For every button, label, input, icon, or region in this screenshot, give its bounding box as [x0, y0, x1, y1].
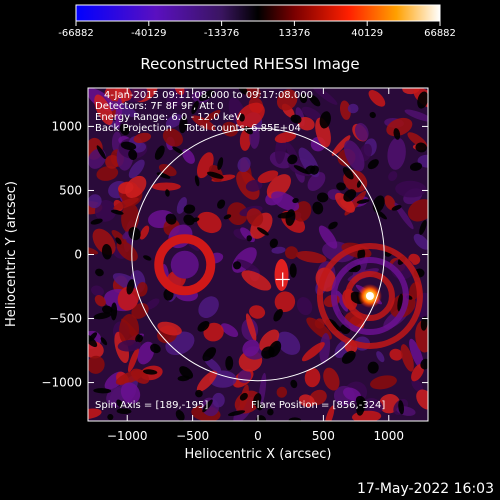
- x-tick-label: −1000: [107, 429, 148, 443]
- footer-date: 17-May-2022 16:03: [357, 481, 494, 497]
- x-axis-ticks: −1000 −500 0 500 1000: [107, 88, 404, 443]
- colorbar-tick-label: -40129: [131, 28, 166, 39]
- annotation-detectors: Detectors: 7F 8F 9F, Att 0: [95, 101, 223, 112]
- y-tick-label: −500: [49, 312, 82, 326]
- y-tick-label: −1000: [41, 376, 82, 390]
- annotation-time: 4-Jan-2015 09:11:08.000 to 09:17:08.000: [104, 90, 313, 101]
- y-tick-label: 500: [59, 183, 82, 197]
- colorbar: [75, 4, 441, 22]
- annotation-method: Back Projection Total counts: 6.85E+04: [95, 123, 301, 134]
- colorbar-tick-label: -66882: [58, 28, 93, 39]
- x-tick-label: −500: [176, 429, 209, 443]
- colorbar-tick-label: -13376: [204, 28, 239, 39]
- y-tick-label: 0: [74, 248, 82, 262]
- colorbar-tick-label: 66882: [424, 28, 456, 39]
- y-axis-ticks: −1000 −500 0 500 1000: [41, 119, 428, 390]
- annotation-energy: Energy Range: 6.0 - 12.0 keV: [95, 112, 241, 123]
- flare-position-label: Flare Position = [856,-324]: [251, 400, 385, 411]
- colorbar-tick-label: 40129: [351, 28, 383, 39]
- spin-axis-marker: [275, 272, 290, 287]
- x-tick-label: 500: [312, 429, 335, 443]
- x-tick-label: 0: [254, 429, 262, 443]
- solar-limb-circle: [131, 127, 385, 382]
- y-tick-label: 1000: [51, 119, 82, 133]
- x-axis-label: Heliocentric X (arcsec): [185, 447, 332, 462]
- y-axis-label: Heliocentric Y (arcsec): [4, 181, 19, 327]
- colorbar-ticks: -66882 -40129 -13376 13376 40129 66882: [58, 21, 456, 39]
- heatmap-image: [88, 88, 428, 421]
- x-tick-label: 1000: [373, 429, 404, 443]
- colorbar-tick-label: 13376: [278, 28, 310, 39]
- chart-title: Reconstructed RHESSI Image: [140, 55, 359, 73]
- spin-axis-label: Spin Axis = [189,-195]: [95, 400, 208, 411]
